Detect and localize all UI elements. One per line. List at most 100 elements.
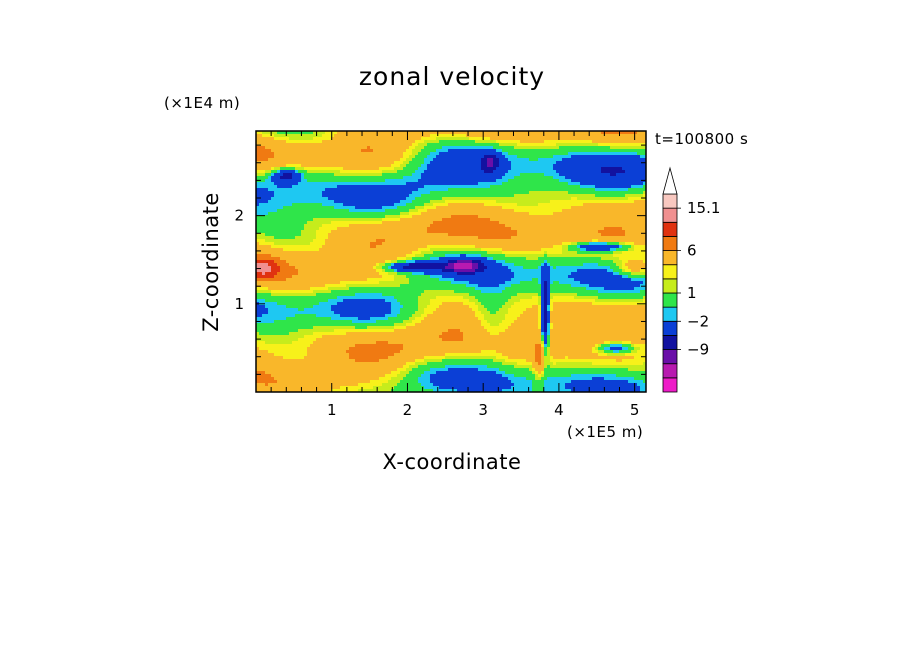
contour-cell: [511, 227, 605, 231]
contour-cell: [640, 386, 646, 390]
x-ticks: 1 2 3 4 5: [270, 131, 639, 419]
contour-cell: [256, 317, 287, 321]
contour-cell: [412, 143, 419, 147]
contour-cell: [604, 341, 611, 345]
contour-cell: [424, 170, 485, 174]
contour-cell: [256, 239, 266, 243]
contour-cell: [553, 302, 593, 306]
contour-cell: [502, 353, 536, 357]
contour-cell: [490, 137, 646, 141]
contour-cell: [538, 299, 542, 303]
contour-cell: [622, 167, 646, 171]
contour-cell: [418, 380, 431, 384]
contour-cell: [256, 158, 269, 162]
contour-cell: [610, 266, 620, 270]
contour-cell: [532, 365, 545, 369]
contour-cell: [355, 344, 404, 348]
contour-cell: [277, 380, 371, 384]
contour-cell: [256, 281, 341, 285]
contour-cell: [268, 383, 359, 387]
contour-cell: [385, 269, 395, 273]
contour-cell: [544, 263, 548, 267]
contour-cell: [256, 383, 266, 387]
contour-cell: [385, 260, 392, 264]
contour-cell: [619, 245, 623, 249]
contour-cell: [286, 140, 323, 144]
contour-cell: [622, 251, 646, 255]
contour-cell: [382, 269, 386, 273]
contour-cell: [628, 380, 644, 384]
contour-cell: [541, 332, 545, 336]
contour-cell: [628, 347, 635, 351]
contour-cell: [259, 347, 308, 351]
contour-cell: [421, 149, 437, 153]
contour-cell: [508, 311, 524, 315]
contour-cell: [385, 209, 410, 213]
contour-cell: [454, 269, 476, 273]
contour-cell: [538, 305, 542, 309]
contour-cell: [505, 359, 527, 363]
contour-cell: [532, 380, 545, 384]
contour-cell: [403, 305, 419, 309]
contour-cell: [472, 260, 482, 264]
contour-cell: [286, 317, 332, 321]
contour-cell: [292, 275, 383, 279]
contour-cell: [409, 209, 419, 213]
contour-cell: [547, 281, 551, 285]
contour-cell: [397, 374, 407, 378]
contour-cell: [442, 359, 494, 363]
contour-cell: [487, 329, 506, 333]
contour-cell: [463, 338, 542, 342]
contour-cell: [628, 266, 646, 270]
contour-cell: [421, 314, 428, 318]
contour-cell: [538, 293, 542, 297]
contour-cell: [310, 242, 326, 246]
contour-cell: [352, 320, 377, 324]
contour-cell: [382, 275, 395, 279]
contour-cell: [475, 287, 506, 291]
contour-cell: [256, 209, 278, 213]
contour-cell: [538, 302, 542, 306]
contour-cell: [334, 134, 431, 138]
contour-cell: [502, 389, 533, 392]
contour-cell: [604, 347, 611, 351]
contour-cell: [256, 221, 308, 225]
contour-cell: [550, 320, 646, 324]
contour-cell: [538, 326, 542, 330]
contour-cell: [496, 167, 512, 171]
contour-cell: [598, 296, 644, 300]
contour-cell: [370, 317, 389, 321]
contour-cell: [451, 215, 479, 219]
contour-cell: [481, 164, 488, 168]
contour-cell: [256, 350, 269, 354]
contour-cell: [598, 143, 646, 147]
colorbar-swatch: [662, 320, 678, 336]
contour-cell: [643, 299, 646, 303]
contour-cell: [535, 368, 545, 372]
contour-cell: [334, 311, 392, 315]
contour-cell: [562, 251, 578, 255]
contour-cell: [547, 302, 551, 306]
contour-cell: [550, 332, 646, 336]
contour-cell: [313, 326, 356, 330]
contour-cell: [382, 170, 398, 174]
contour-cell: [298, 182, 407, 186]
contour-cell: [415, 359, 425, 363]
contour-cell: [265, 299, 329, 303]
contour-cell: [484, 314, 506, 318]
contour-cell: [385, 179, 419, 183]
contour-cell: [256, 389, 332, 392]
colorbar-label: −2: [687, 312, 709, 330]
contour-cell: [463, 335, 542, 339]
contour-cell: [532, 278, 539, 282]
contour-cell: [547, 344, 551, 348]
contour-cell: [259, 203, 293, 207]
contour-cell: [610, 248, 617, 252]
contour-cell: [358, 389, 392, 392]
contour-cell: [256, 197, 272, 201]
contour-cell: [376, 320, 404, 324]
contour-cell: [256, 347, 260, 351]
contour-cell: [511, 386, 533, 390]
contour-cell: [427, 143, 500, 147]
